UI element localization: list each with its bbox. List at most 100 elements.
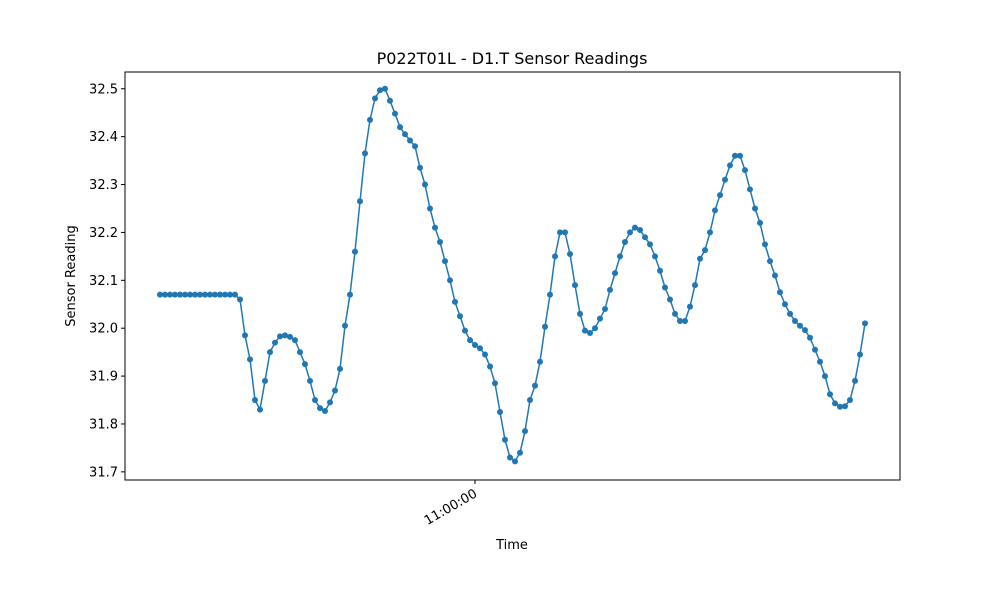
data-point (157, 291, 163, 298)
data-point (827, 391, 833, 398)
data-point (697, 255, 703, 262)
data-point (582, 327, 588, 334)
data-point (717, 192, 723, 199)
data-point (487, 363, 493, 370)
data-point (222, 291, 228, 298)
data-point (782, 301, 788, 308)
data-point (172, 291, 178, 298)
data-point (387, 97, 393, 104)
data-point (292, 337, 298, 344)
x-tick-label: 11:00:00 (422, 486, 480, 528)
data-point (607, 286, 613, 293)
data-point (237, 296, 243, 303)
data-point (422, 181, 428, 188)
data-point (477, 345, 483, 352)
y-axis-label: Sensor Reading (64, 225, 79, 326)
data-point (417, 164, 423, 171)
data-point (467, 337, 473, 344)
data-point (162, 291, 168, 298)
data-point (252, 397, 258, 404)
data-point (562, 229, 568, 236)
data-point (522, 428, 528, 435)
data-point (642, 234, 648, 241)
data-point (462, 327, 468, 334)
data-point (752, 205, 758, 212)
data-point (402, 131, 408, 138)
data-point (527, 397, 533, 404)
y-tick-label: 31.8 (89, 417, 118, 432)
data-point (592, 325, 598, 332)
data-point (837, 403, 843, 410)
data-point (332, 387, 338, 394)
plot-area (124, 71, 901, 481)
data-point (627, 229, 633, 236)
data-point (257, 406, 263, 413)
data-point (617, 253, 623, 260)
chart-title: P022T01L - D1.T Sensor Readings (377, 49, 648, 68)
data-point (367, 116, 373, 123)
data-point (177, 291, 183, 298)
data-point (637, 227, 643, 234)
data-point (597, 315, 603, 322)
data-point (847, 397, 853, 404)
data-point (232, 291, 238, 298)
data-point (787, 310, 793, 317)
data-point (482, 351, 488, 358)
data-point (282, 332, 288, 339)
data-point (382, 85, 388, 92)
data-point (242, 332, 248, 339)
data-point (747, 186, 753, 193)
data-point (792, 318, 798, 325)
data-point (397, 124, 403, 131)
data-point (857, 351, 863, 358)
y-tick-label: 32.4 (89, 130, 118, 145)
data-point (842, 403, 848, 410)
data-point (737, 152, 743, 159)
data-point (722, 176, 728, 183)
data-point (517, 449, 523, 456)
y-tick-label: 32.2 (89, 226, 118, 241)
data-point (862, 320, 868, 327)
y-tick-label: 32.1 (89, 274, 118, 289)
data-point (457, 313, 463, 320)
data-point (537, 358, 543, 365)
data-point (287, 333, 293, 340)
data-point (632, 224, 638, 231)
data-point (407, 137, 413, 144)
data-point (182, 291, 188, 298)
data-point (577, 310, 583, 317)
data-point (327, 399, 333, 406)
data-point (197, 291, 203, 298)
x-axis-label: Time (495, 538, 528, 553)
data-point (767, 258, 773, 265)
data-point (852, 377, 858, 384)
data-point (757, 219, 763, 226)
data-point (342, 322, 348, 329)
data-point (587, 329, 593, 336)
data-point (622, 239, 628, 245)
data-point (202, 291, 208, 298)
data-point (772, 272, 778, 279)
data-point (822, 373, 828, 380)
data-point (707, 229, 713, 236)
data-point (557, 229, 563, 236)
data-point (572, 282, 578, 289)
data-point (212, 291, 218, 298)
data-point (797, 322, 803, 329)
data-point (207, 291, 213, 298)
data-point (542, 323, 548, 330)
data-point (262, 377, 268, 384)
data-point (692, 282, 698, 289)
data-point (192, 291, 198, 298)
data-point (732, 152, 738, 159)
data-point (547, 291, 553, 298)
data-point (662, 284, 668, 291)
data-point (687, 303, 693, 310)
data-point (352, 248, 358, 255)
data-point (412, 143, 418, 150)
data-point (317, 405, 323, 412)
data-point (777, 289, 783, 296)
data-point (702, 247, 708, 254)
data-point (377, 87, 383, 94)
